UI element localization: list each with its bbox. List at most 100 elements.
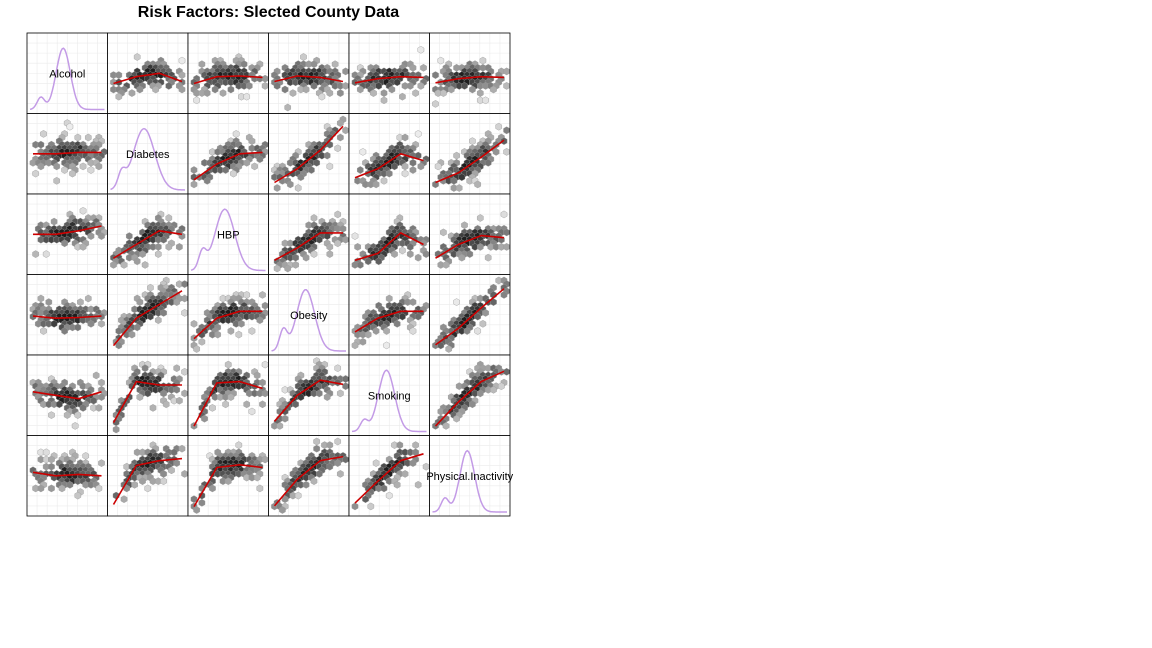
hex-bin bbox=[442, 261, 450, 269]
hex-bin bbox=[393, 78, 401, 87]
hex-bin bbox=[461, 82, 468, 90]
hex-bin bbox=[251, 162, 258, 171]
hex-bin bbox=[326, 89, 334, 97]
hexbin-layer bbox=[110, 210, 186, 269]
hex-bin bbox=[409, 459, 417, 467]
hex-bin bbox=[409, 166, 417, 174]
hex-bin bbox=[337, 119, 344, 127]
hex-bin bbox=[136, 85, 144, 94]
hex-bin bbox=[339, 224, 347, 233]
hex-bin bbox=[375, 82, 382, 90]
panel-5-1 bbox=[107, 435, 189, 517]
hex-bin bbox=[219, 89, 227, 97]
hex-bin bbox=[331, 60, 339, 69]
hex-bin bbox=[276, 422, 284, 430]
hex-bin bbox=[401, 169, 409, 178]
hex-bin bbox=[160, 470, 167, 478]
density-curve bbox=[29, 47, 105, 111]
hex-bin bbox=[203, 89, 211, 97]
hex-bin bbox=[409, 298, 417, 306]
hex-bin bbox=[310, 250, 318, 258]
smoother-line bbox=[32, 315, 102, 319]
smoother-line bbox=[112, 380, 182, 423]
hex-bin bbox=[273, 82, 281, 90]
hex-bin bbox=[261, 455, 269, 464]
hex-bin bbox=[160, 235, 167, 244]
panel-2-2: HBP bbox=[187, 193, 269, 275]
hex-bin bbox=[256, 316, 264, 325]
hex-bin bbox=[503, 82, 510, 90]
hex-bin bbox=[181, 309, 188, 317]
hex-bin bbox=[165, 82, 173, 90]
hex-bin bbox=[326, 250, 334, 258]
hex-bin bbox=[253, 473, 261, 482]
hex-bin bbox=[224, 477, 232, 486]
hex-bin bbox=[401, 133, 409, 142]
smoother-line bbox=[193, 310, 263, 340]
hex-bin bbox=[190, 166, 198, 174]
hex-bin bbox=[87, 319, 95, 328]
hex-bin bbox=[256, 484, 264, 493]
hex-bin bbox=[120, 495, 128, 504]
hex-bin bbox=[61, 166, 68, 174]
panel-0-3 bbox=[268, 32, 350, 114]
hex-bin bbox=[334, 459, 341, 467]
hex-bin bbox=[326, 162, 334, 171]
hex-bin bbox=[248, 327, 256, 335]
hexbin-layer bbox=[190, 53, 269, 105]
hex-bin bbox=[316, 470, 323, 478]
hex-bin bbox=[259, 291, 266, 299]
hex-bin bbox=[414, 312, 422, 321]
hex-bin bbox=[178, 56, 186, 65]
hex-bin bbox=[391, 162, 398, 171]
hex-bin bbox=[412, 89, 419, 97]
hex-bin bbox=[181, 470, 188, 478]
hex-bin bbox=[302, 480, 310, 489]
hex-bin bbox=[273, 264, 281, 273]
hex-bin bbox=[450, 176, 458, 185]
variable-label: Obesity bbox=[290, 310, 328, 322]
variable-label: Diabetes bbox=[126, 149, 170, 161]
smoother-line bbox=[112, 290, 183, 347]
hex-bin bbox=[474, 180, 481, 189]
density-curve bbox=[110, 127, 186, 191]
hex-bin bbox=[74, 323, 82, 332]
hex-bin bbox=[414, 253, 422, 262]
hex-bin bbox=[173, 459, 180, 467]
hex-bin bbox=[432, 71, 439, 79]
variable-label: HBP bbox=[217, 229, 240, 241]
hex-bin bbox=[477, 389, 484, 398]
hex-bin bbox=[235, 441, 243, 449]
hex-bin bbox=[160, 477, 167, 486]
hex-bin bbox=[181, 294, 188, 303]
hex-bin bbox=[131, 480, 138, 489]
variable-label: Alcohol bbox=[49, 68, 85, 80]
hex-bin bbox=[92, 371, 100, 380]
hex-bin bbox=[211, 85, 219, 94]
hex-bin bbox=[440, 228, 447, 237]
hex-bin bbox=[203, 176, 211, 185]
hex-bin bbox=[170, 448, 178, 457]
hex-bin bbox=[224, 360, 232, 369]
hex-bin bbox=[297, 173, 305, 182]
hex-bin bbox=[74, 411, 82, 419]
hex-bin bbox=[316, 235, 323, 244]
hex-bin bbox=[32, 250, 39, 258]
smoother-line bbox=[32, 391, 102, 400]
hex-bin bbox=[393, 480, 401, 489]
panel-3-2 bbox=[187, 274, 269, 356]
hex-bin bbox=[246, 82, 253, 90]
hex-bin bbox=[364, 257, 372, 266]
panel-4-2 bbox=[187, 354, 269, 436]
hex-bin bbox=[79, 206, 87, 215]
hex-bin bbox=[120, 261, 128, 269]
hex-bin bbox=[37, 294, 45, 303]
hex-bin bbox=[326, 243, 334, 251]
panel-0-2 bbox=[187, 32, 269, 114]
hex-bin bbox=[136, 393, 144, 401]
hexbin-layer bbox=[29, 448, 105, 500]
panel-5-0 bbox=[26, 435, 108, 517]
hex-bin bbox=[240, 60, 248, 69]
hex-bin bbox=[144, 484, 152, 493]
hex-bin bbox=[292, 400, 299, 409]
